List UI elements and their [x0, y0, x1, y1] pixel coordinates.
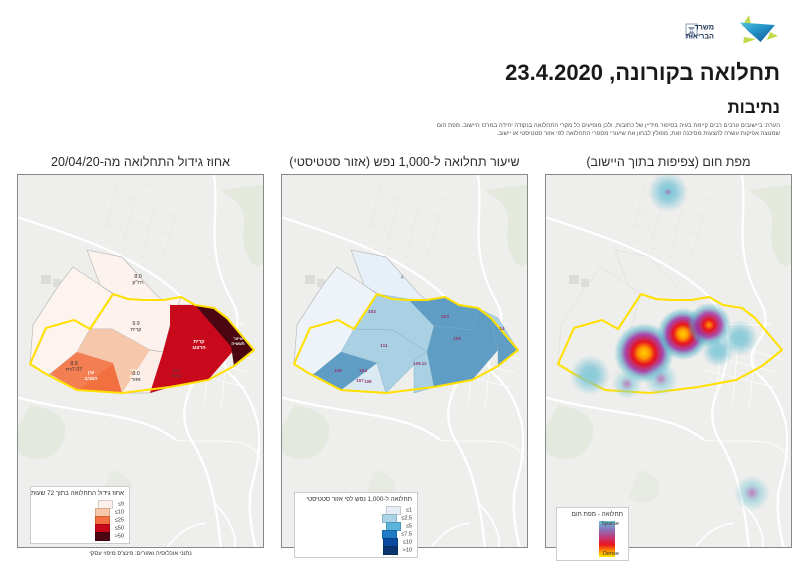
svg-text:הרצוג: הרצוג: [192, 345, 205, 351]
svg-text:109: 109: [364, 379, 372, 384]
svg-text:הבריאות: הבריאות: [686, 32, 714, 41]
svg-text:107: 107: [356, 378, 364, 383]
svg-text:אזור: אזור: [131, 377, 141, 383]
svg-text:105: 105: [453, 336, 461, 342]
svg-text:הנציב: הנציב: [84, 376, 97, 382]
svg-text:108.12: 108.12: [413, 361, 427, 366]
svg-text:106: 106: [334, 368, 342, 373]
svg-text:קרית: קרית: [131, 327, 142, 333]
svg-text:14: 14: [499, 326, 505, 331]
svg-text:111: 111: [380, 343, 388, 349]
svg-text:משרד: משרד: [694, 22, 714, 31]
svg-text:גבעת: גבעת: [171, 373, 181, 378]
svg-text:תעשיה: תעשיה: [231, 341, 244, 346]
svg-text:102: 102: [368, 309, 376, 315]
svg-text:4: 4: [401, 275, 404, 281]
svg-text:103: 103: [441, 314, 449, 320]
svg-text:104: 104: [359, 368, 367, 374]
svg-text:רח"ק: רח"ק: [132, 280, 143, 286]
svg-text:7.07רח: 7.07רח: [66, 367, 83, 373]
